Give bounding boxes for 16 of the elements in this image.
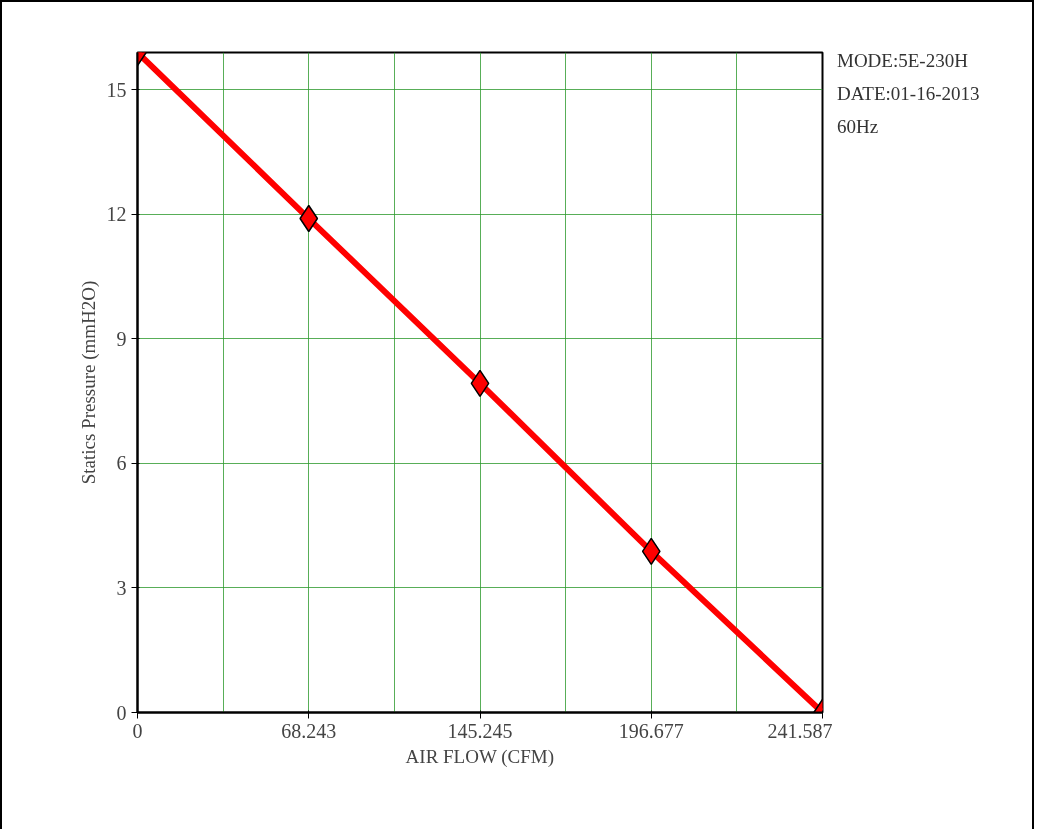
x-tick-label: 0 (132, 719, 143, 742)
x-axis-title: AIR FLOW (CFM) (405, 745, 555, 768)
y-tick-label: 3 (116, 576, 127, 599)
x-tick-label: 241.587 (767, 719, 833, 742)
y-axis-title: Statics Pressure (mmH2O) (77, 280, 100, 485)
y-tick-label: 12 (106, 203, 127, 226)
text: DATE:01-16-2013 (837, 82, 980, 107)
x-tick-label: 145.245 (447, 719, 513, 742)
y-tick-label: 6 (116, 452, 127, 475)
x-tick-label: 196.677 (618, 719, 684, 742)
y-tick-label: 15 (106, 78, 127, 101)
text: MODE:5E-230H (837, 49, 969, 73)
text: 60Hz (837, 115, 880, 140)
x-tick-label: 68.243 (281, 719, 337, 742)
y-tick-label: 9 (116, 327, 127, 350)
y-tick-label: 0 (116, 701, 127, 724)
